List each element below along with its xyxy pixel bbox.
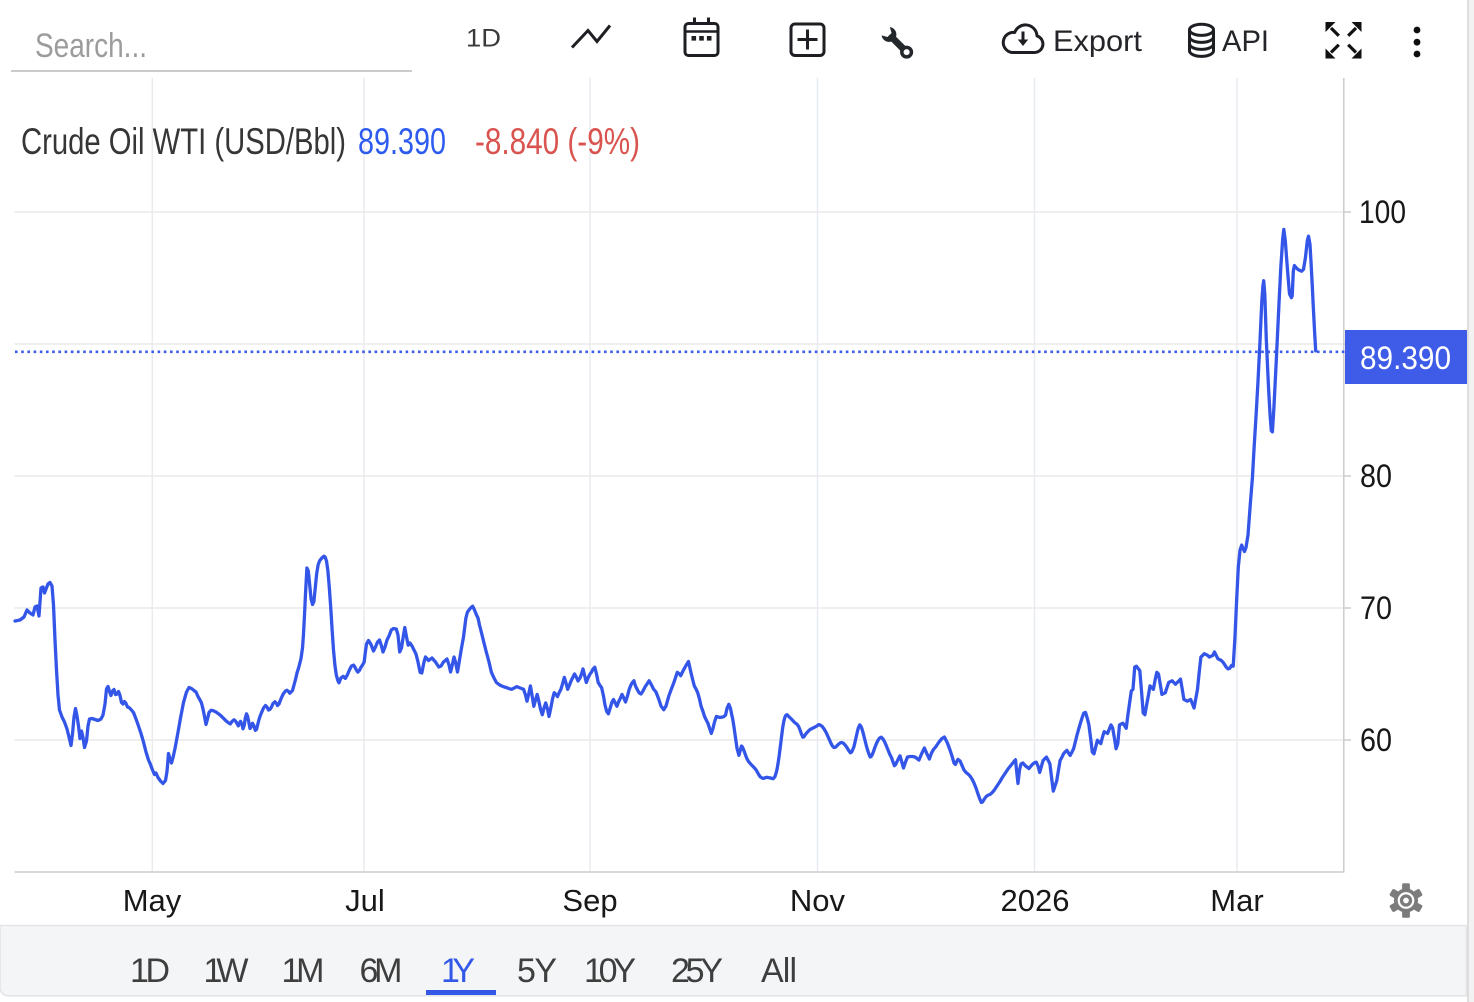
svg-text:1W: 1W xyxy=(204,952,249,990)
svg-text:API: API xyxy=(1222,25,1269,58)
svg-text:1Y: 1Y xyxy=(441,952,475,990)
svg-text:Export: Export xyxy=(1053,25,1143,58)
svg-text:Mar: Mar xyxy=(1210,883,1263,918)
svg-text:70: 70 xyxy=(1360,590,1392,626)
svg-text:Search...: Search... xyxy=(35,27,147,65)
svg-text:1D: 1D xyxy=(466,25,501,53)
svg-text:80: 80 xyxy=(1360,458,1392,494)
svg-text:1D: 1D xyxy=(130,952,170,990)
svg-text:Jul: Jul xyxy=(345,883,385,918)
svg-text:25Y: 25Y xyxy=(671,952,723,990)
svg-text:10Y: 10Y xyxy=(584,952,636,990)
svg-text:60: 60 xyxy=(1360,722,1392,758)
svg-text:5Y: 5Y xyxy=(517,952,557,990)
svg-text:-8.840 (-9%): -8.840 (-9%) xyxy=(475,121,640,162)
svg-text:1M: 1M xyxy=(282,952,325,990)
svg-text:100: 100 xyxy=(1359,194,1406,230)
svg-text:All: All xyxy=(761,952,797,990)
svg-text:Crude Oil WTI (USD/Bbl): Crude Oil WTI (USD/Bbl) xyxy=(21,121,346,162)
svg-text:May: May xyxy=(123,883,182,918)
svg-text:89.390: 89.390 xyxy=(1360,340,1451,376)
svg-text:Sep: Sep xyxy=(562,883,617,918)
svg-text:2026: 2026 xyxy=(1001,883,1070,918)
svg-text:6M: 6M xyxy=(360,952,403,990)
svg-text:89.390: 89.390 xyxy=(358,121,446,162)
svg-text:Nov: Nov xyxy=(790,883,846,918)
